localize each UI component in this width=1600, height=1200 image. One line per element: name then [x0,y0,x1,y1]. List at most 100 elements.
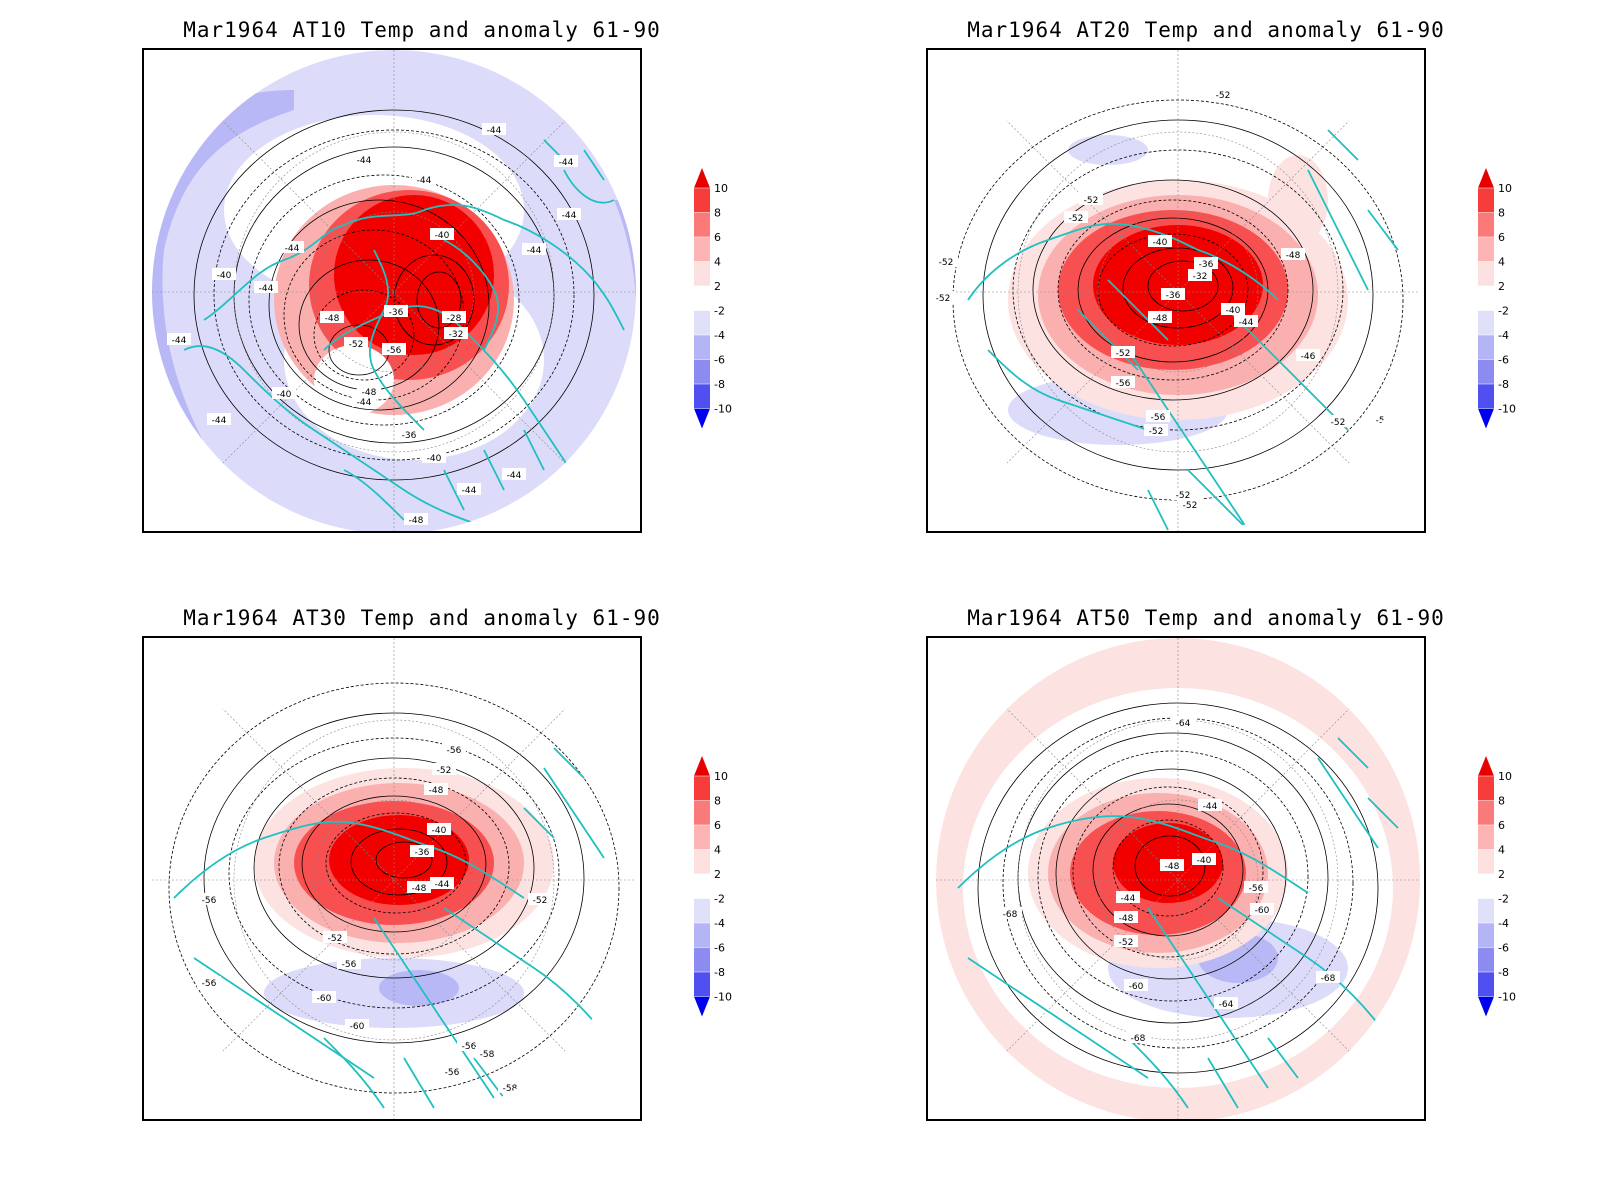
map-svg: -56 -52 -48 -40 -36 -48 -44 -56 -52 -52 … [152,638,636,1119]
colorbar-label: -10 [714,403,732,416]
graticule [152,50,636,531]
colorbar-segment [694,212,710,237]
svg-text:-56: -56 [342,960,357,970]
colorbar-segment [1478,776,1494,801]
colorbar-label: -2 [714,893,725,906]
colorbar-segment [1478,237,1494,262]
colorbar-segment [1478,874,1494,899]
colorbar-segment [1478,972,1494,997]
colorbar-label: 8 [1498,795,1505,808]
svg-text:-64: -64 [1219,1000,1234,1010]
colorbar-arrow-top [694,756,710,776]
colorbar-label: -4 [1498,329,1509,342]
svg-text:-48: -48 [412,884,427,894]
panel-title: Mar1964 AT30 Temp and anomaly 61-90 [183,606,661,630]
svg-text:-44: -44 [487,126,502,136]
svg-text:-28: -28 [447,314,462,324]
svg-text:-56: -56 [1151,413,1166,423]
colorbar-label: -8 [714,378,725,391]
coastlines [967,129,1399,531]
colorbar-arrow-top [1478,756,1494,776]
svg-text:-68: -68 [1003,910,1018,920]
svg-text:-44: -44 [462,486,477,496]
polar-map: -64 -44 -40 -48 -44 -48 -52 -56 -60 -68 … [926,636,1426,1121]
contour-labels: -52 -52 -52 -52 -52 -40 -36 -32 -36 -48 … [936,88,1395,511]
svg-text:-56: -56 [445,1068,460,1078]
colorbar-segment [694,286,710,311]
svg-text:-40: -40 [1197,856,1212,866]
colorbar-label: 10 [1498,770,1512,783]
svg-text:-52: -52 [936,294,951,304]
svg-text:-32: -32 [449,330,464,340]
colorbar-label: -4 [714,917,725,930]
anomaly-cold-light [379,970,459,1006]
colorbar-arrow-bottom [694,996,710,1017]
svg-text:-56: -56 [1249,884,1264,894]
svg-text:-60: -60 [1129,982,1144,992]
colorbar-label: -4 [1498,917,1509,930]
svg-text:-52: -52 [1084,196,1099,206]
svg-text:-48: -48 [409,516,424,526]
coastlines [957,737,1399,1109]
colorbar-segment [694,923,710,948]
svg-text:-52: -52 [1331,418,1346,428]
colorbar-segment [694,898,710,923]
svg-text:-44: -44 [1239,318,1254,328]
colorbar-segment [1478,384,1494,409]
svg-text:-52: -52 [533,896,548,906]
contour-labels: -56 -52 -48 -40 -36 -48 -44 -56 -52 -52 … [197,743,552,1094]
svg-text:-36: -36 [415,848,430,858]
svg-text:-44: -44 [172,336,187,346]
map-svg: -64 -44 -40 -48 -44 -48 -52 -56 -60 -68 … [936,638,1420,1119]
colorbar-segment [1478,359,1494,384]
colorbar-label: 2 [714,280,721,293]
svg-text:-56: -56 [447,746,462,756]
svg-text:-44: -44 [527,246,542,256]
panel-at10: Mar1964 AT10 Temp and anomaly 61-90 [142,18,902,578]
colorbar-arrow-bottom [694,408,710,429]
colorbar-label: 10 [1498,182,1512,195]
svg-text:-44: -44 [259,284,274,294]
colorbar-label: -6 [714,354,725,367]
colorbar-label: -10 [714,991,732,1004]
colorbar-segment [694,310,710,335]
svg-text:-32: -32 [1193,272,1208,282]
colorbar-segment [694,188,710,213]
polar-map: -44 -44 -44 -44 -44 -44 -40 -44 -40 -44 … [142,48,642,533]
svg-text:-56: -56 [1116,379,1131,389]
colorbar-segment [1478,261,1494,286]
svg-text:-36: -36 [389,308,404,318]
svg-text:-52: -52 [1116,349,1131,359]
anomaly-cold-faint [1068,135,1148,165]
colorbar-segment [1478,849,1494,874]
svg-text:-48: -48 [1119,914,1134,924]
svg-text:-48: -48 [1153,314,1168,324]
svg-text:-52: -52 [1176,491,1191,501]
svg-text:-40: -40 [277,390,292,400]
panel-title: Mar1964 AT10 Temp and anomaly 61-90 [183,18,661,42]
colorbar-arrow-top [694,168,710,188]
colorbar-label: -8 [1498,966,1509,979]
svg-text:-40: -40 [1153,238,1168,248]
colorbar-svg: 10 8 6 4 2 -2 -4 -6 -8 -10 [694,756,732,1017]
svg-text:-52: -52 [349,340,364,350]
colorbar-segment [1478,800,1494,825]
svg-text:-44: -44 [435,880,450,890]
colorbar-segment [1478,286,1494,311]
colorbar-label: 6 [714,819,721,832]
svg-text:-48: -48 [429,786,444,796]
svg-text:-52: -52 [1149,427,1164,437]
svg-text:-40: -40 [1226,306,1241,316]
colorbar-label: -10 [1498,403,1516,416]
svg-text:-40: -40 [435,231,450,241]
panel-title: Mar1964 AT50 Temp and anomaly 61-90 [967,606,1445,630]
colorbar-label: -6 [714,942,725,955]
colorbar: 10 8 6 4 2 -2 -4 -6 -8 -10 [1476,756,1536,1046]
svg-text:-36: -36 [1199,260,1214,270]
panel-at30: Mar1964 AT30 Temp and anomaly 61-90 [142,606,902,1166]
colorbar-segment [694,261,710,286]
svg-text:-36: -36 [402,431,417,441]
svg-text:-52: -52 [1376,416,1391,426]
svg-text:-46: -46 [1301,352,1316,362]
colorbar-label: -2 [1498,893,1509,906]
